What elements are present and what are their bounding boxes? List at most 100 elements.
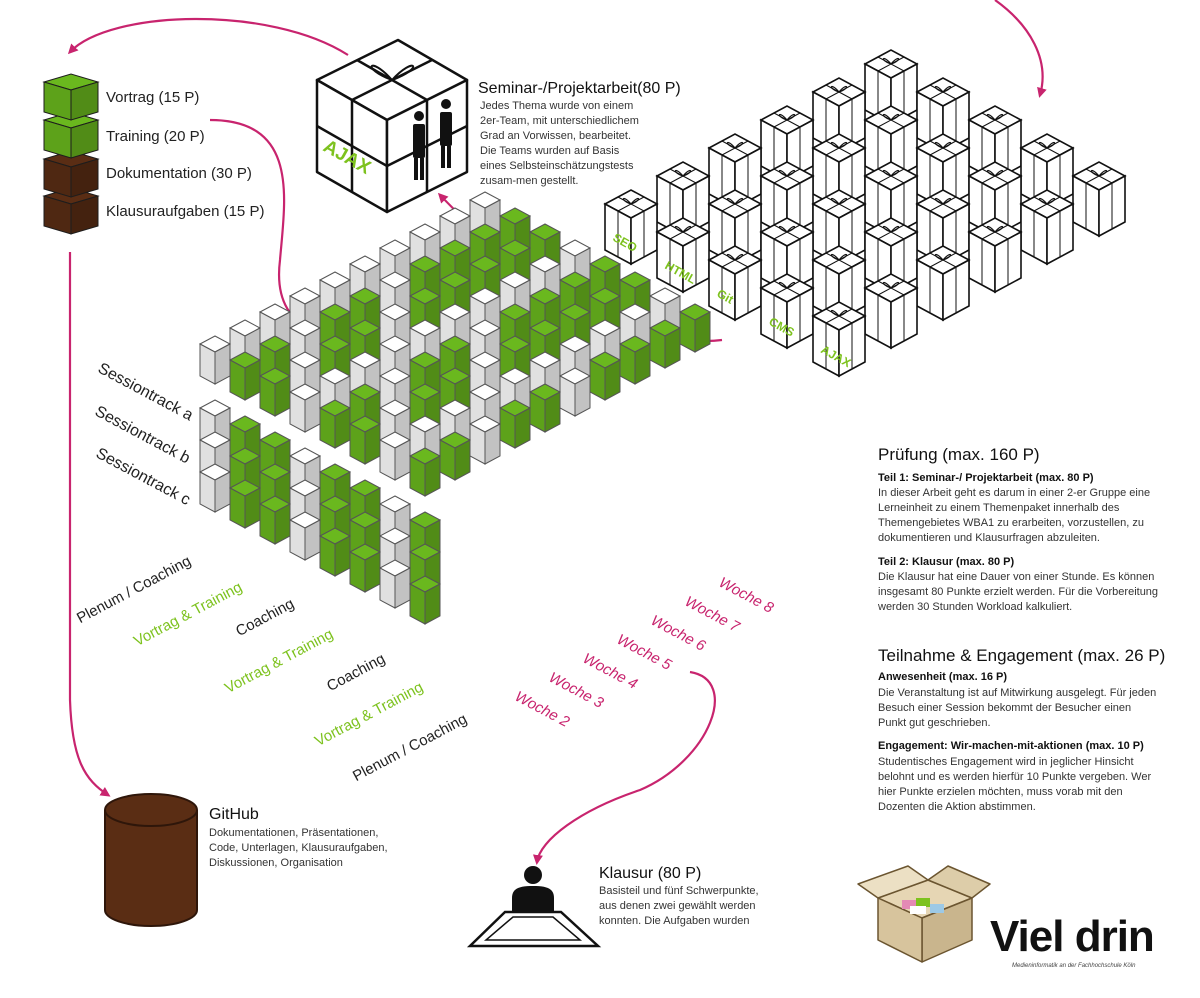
session-cube: [378, 559, 412, 609]
legend-label-dokumentation: Dokumentation (30 P): [106, 165, 252, 182]
bow-icon: [1038, 197, 1056, 205]
session-cube-block: [198, 191, 712, 625]
seminar-box-ribbon: [386, 124, 468, 168]
arrow-topright-to-grid: [994, 0, 1047, 98]
bow-icon: [830, 253, 848, 261]
two-people-icon: [413, 99, 452, 180]
seminar-gift-box: [315, 38, 469, 214]
bow-icon: [882, 113, 900, 121]
arrow-weeks-to-klausur: [533, 670, 716, 865]
session-cube: [258, 367, 292, 417]
topic-gift-box: [915, 245, 971, 322]
bow-icon: [986, 113, 1004, 121]
bow-icon: [934, 253, 952, 261]
bow-icon: [674, 225, 692, 233]
session-cube: [648, 319, 682, 369]
session-cube: [678, 303, 712, 353]
arrow-seminar-to-legend: [67, 17, 349, 56]
topic-gift-box: [759, 273, 815, 350]
bow-icon: [830, 141, 848, 149]
topic-gift-box: [811, 133, 867, 210]
session-cube: [558, 367, 592, 417]
bow-icon: [778, 225, 796, 233]
legend-label-klausuraufgaben: Klausuraufgaben (15 P): [106, 203, 265, 220]
logo-box-icon: [857, 865, 991, 963]
attendance-title: Anwesenheit (max. 16 P): [878, 671, 1007, 683]
exam-part2-text: Die Klausur hat eine Dauer von einer Stu…: [878, 571, 1159, 613]
topic-gift-box: [603, 189, 659, 266]
session-cube: [318, 527, 352, 577]
bow-icon: [778, 113, 796, 121]
session-cube: [408, 575, 442, 625]
bow-icon: [882, 169, 900, 177]
engagement-text: Studentisches Engagement wird in jeglich…: [878, 756, 1152, 813]
legend-label-vortrag: Vortrag (15 P): [106, 89, 200, 106]
topic-gift-box: [967, 217, 1023, 294]
session-cube: [318, 399, 352, 449]
session-cube: [408, 447, 442, 497]
github-title: GitHub: [209, 806, 259, 823]
session-cube: [588, 351, 622, 401]
bow-icon: [370, 64, 414, 81]
seminar-text: Jedes Thema wurde von einem 2er-Team, mi…: [480, 100, 639, 187]
bow-icon: [830, 85, 848, 93]
session-cube: [228, 479, 262, 529]
topic-gift-box: [707, 245, 763, 322]
session-cube: [228, 351, 262, 401]
bow-icon: [1090, 169, 1108, 177]
bow-icon: [726, 141, 744, 149]
session-cube: [198, 335, 232, 385]
session-cube: [498, 399, 532, 449]
bow-icon: [986, 225, 1004, 233]
bow-icon: [986, 169, 1004, 177]
bow-icon: [674, 169, 692, 177]
bow-icon: [882, 281, 900, 289]
session-cube: [618, 335, 652, 385]
attendance-text: Die Veranstaltung ist auf Mitwirkung aus…: [878, 687, 1157, 729]
bow-icon: [726, 197, 744, 205]
session-cube: [258, 495, 292, 545]
session-cube: [288, 383, 322, 433]
bow-icon: [726, 253, 744, 261]
bow-icon: [882, 225, 900, 233]
session-cube: [438, 431, 472, 481]
topic-gift-box: [1071, 161, 1127, 238]
github-text: Dokumentationen, Präsentationen, Code, U…: [209, 827, 388, 869]
exam-title: Prüfung (max. 160 P): [878, 445, 1040, 464]
session-cube: [378, 431, 412, 481]
seminar-title: Seminar-/Projektarbeit(80 P): [478, 80, 681, 97]
session-cube: [288, 511, 322, 561]
logo-title: Viel drin: [990, 912, 1155, 961]
session-cube: [528, 383, 562, 433]
session-cube: [198, 463, 232, 513]
bow-icon: [830, 197, 848, 205]
session-cube: [468, 415, 502, 465]
klausur-title: Klausur (80 P): [599, 865, 702, 882]
topic-gift-box: [811, 301, 867, 378]
engagement-title: Engagement: Wir-machen-mit-aktionen (max…: [878, 740, 1144, 752]
exam-desk-person-icon: [466, 866, 602, 948]
github-database-icon: [104, 793, 198, 927]
bow-icon: [1038, 141, 1056, 149]
topic-gift-box: [655, 217, 711, 294]
arrow-legend-to-github: [68, 252, 111, 797]
topic-gift-box: [863, 273, 919, 350]
logo-subtitle: Medieninformatik an der Fachhochschule K…: [1012, 963, 1136, 969]
bow-icon: [934, 141, 952, 149]
bow-icon: [934, 85, 952, 93]
participation-title: Teilnahme & Engagement (max. 26 P): [878, 646, 1166, 665]
topic-gift-box: [1019, 189, 1075, 266]
session-cube: [348, 543, 382, 593]
session-cube: [348, 415, 382, 465]
bow-icon: [934, 197, 952, 205]
legend-cube: [42, 73, 100, 121]
legend-cube-stack: [42, 73, 100, 235]
bow-icon: [622, 197, 640, 205]
legend-cube: [42, 150, 100, 198]
bow-icon: [830, 309, 848, 317]
seminar-box-ribbon: [316, 124, 388, 168]
bow-icon: [778, 169, 796, 177]
exam-part1-text: In dieser Arbeit geht es darum in einer …: [878, 487, 1151, 544]
